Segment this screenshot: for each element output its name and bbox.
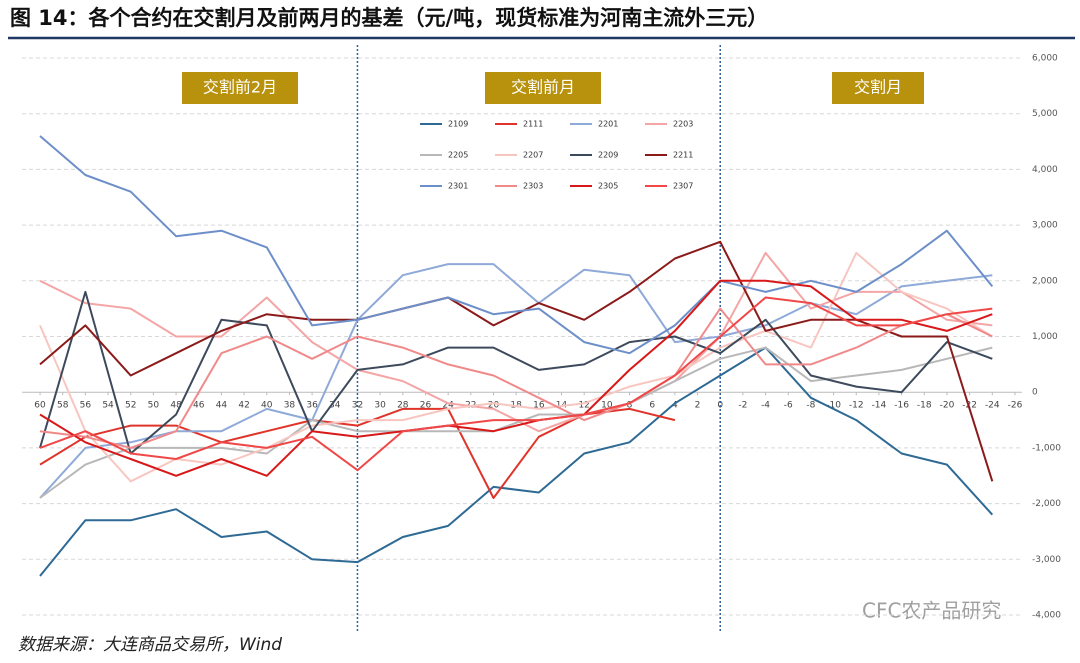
annotation-box (832, 72, 924, 104)
y-tick-label: -4,000 (1032, 611, 1061, 621)
series-line (39, 296, 993, 472)
legend-label: 2211 (673, 151, 693, 160)
x-tick-label: -18 (917, 401, 932, 411)
x-tick-label: 36 (306, 401, 318, 411)
series-line (39, 407, 676, 499)
series-line (39, 290, 993, 455)
x-tick-label: 34 (329, 401, 341, 411)
legend-label: 2207 (523, 151, 543, 160)
series-line (39, 307, 993, 449)
y-tick-label: -2,000 (1032, 499, 1061, 509)
chart-title: 图 14：各个合约在交割月及前两月的基差（元/吨，现货标准为河南主流外三元） (10, 6, 768, 30)
x-tick-label: 58 (57, 401, 69, 411)
legend-label: 2111 (523, 120, 543, 129)
x-tick-label: -26 (1008, 401, 1023, 411)
x-tick-label: 52 (125, 401, 136, 411)
x-tick-label: 30 (374, 401, 386, 411)
x-tick-label: 54 (102, 401, 114, 411)
legend-label: 2203 (673, 120, 693, 129)
x-tick-label: 6 (649, 401, 655, 411)
annotation-box (485, 72, 601, 104)
annotation: 交割前月 (511, 78, 575, 97)
y-tick-label: 2,000 (1032, 276, 1058, 286)
x-tick-label: 26 (420, 401, 432, 411)
x-tick-label: 46 (193, 401, 205, 411)
x-tick-label: -10 (826, 401, 841, 411)
series-line (39, 240, 994, 482)
x-tick-label: 4 (672, 401, 678, 411)
watermark: CFC农产品研究 (862, 599, 1001, 623)
legend-label: 2205 (448, 151, 468, 160)
x-tick-label: 38 (284, 401, 296, 411)
x-tick-label: 12 (578, 401, 589, 411)
x-tick-label: -20 (940, 401, 955, 411)
legend-label: 2301 (448, 182, 468, 191)
annotation-box (182, 72, 298, 104)
x-tick-label: 20 (488, 401, 500, 411)
y-tick-label: 4,000 (1032, 165, 1058, 175)
x-tick-label: -16 (894, 401, 909, 411)
legend-label: 2201 (598, 120, 618, 129)
x-tick-label: -14 (872, 401, 887, 411)
x-tick-label: -24 (985, 401, 1000, 411)
x-tick-label: 50 (148, 401, 160, 411)
x-tick-label: 8 (627, 401, 633, 411)
series-line (39, 346, 994, 577)
legend-label: 2109 (448, 120, 468, 129)
series-line (39, 263, 993, 499)
x-tick-label: -2 (738, 401, 747, 411)
x-tick-label: -12 (849, 401, 864, 411)
annotation: 交割前2月 (203, 78, 277, 97)
x-tick-label: 24 (442, 401, 454, 411)
source: 数据来源：大连商品交易所，Wind (18, 635, 282, 655)
y-tick-label: -3,000 (1032, 555, 1061, 565)
y-tick-label: 1,000 (1032, 332, 1058, 342)
legend-label: 2305 (598, 182, 618, 191)
series-line (39, 279, 993, 477)
x-tick-label: 60 (34, 401, 46, 411)
annotation: 交割月 (854, 78, 902, 97)
x-tick-label: -4 (761, 401, 770, 411)
legend-label: 2209 (598, 151, 618, 160)
y-tick-label: 0 (1032, 388, 1038, 398)
y-tick-label: -1,000 (1032, 443, 1061, 453)
x-tick-label: 28 (397, 401, 409, 411)
y-tick-label: 6,000 (1032, 54, 1058, 64)
x-tick-label: 48 (170, 401, 182, 411)
x-tick-label: 16 (533, 401, 545, 411)
series-line (39, 251, 993, 483)
x-tick-label: 40 (261, 401, 273, 411)
x-tick-label: -6 (784, 401, 793, 411)
x-tick-label: 44 (216, 401, 228, 411)
y-tick-label: 5,000 (1032, 109, 1058, 119)
y-tick-label: 3,000 (1032, 221, 1058, 231)
series-line (39, 135, 994, 355)
x-tick-label: 10 (601, 401, 613, 411)
x-tick-label: 2 (695, 401, 701, 411)
x-tick-label: 42 (238, 401, 249, 411)
x-tick-label: 56 (80, 401, 92, 411)
series-line (39, 346, 993, 499)
x-tick-label: -8 (806, 401, 815, 411)
legend-label: 2307 (673, 182, 693, 191)
legend-label: 2303 (523, 182, 543, 191)
